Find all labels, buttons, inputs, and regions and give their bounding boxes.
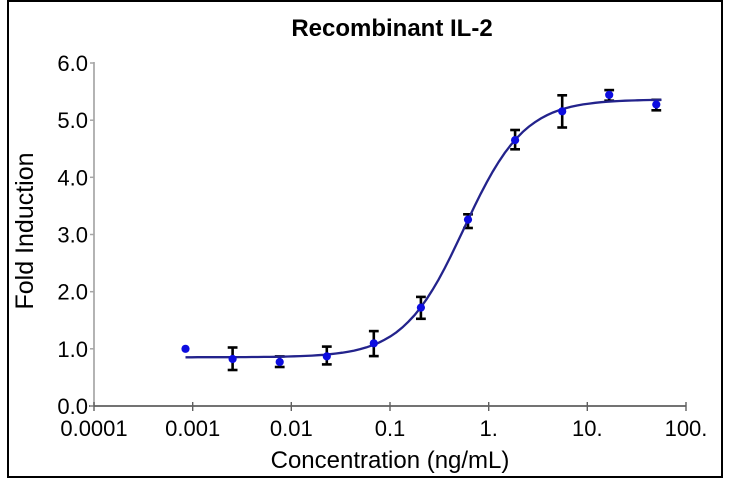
- svg-text:3.0: 3.0: [57, 223, 88, 248]
- svg-text:Fold Induction: Fold Induction: [11, 152, 39, 309]
- svg-text:2.0: 2.0: [57, 280, 88, 305]
- svg-text:0.01: 0.01: [270, 416, 313, 441]
- svg-text:0.0: 0.0: [57, 394, 88, 419]
- svg-text:5.0: 5.0: [57, 108, 88, 133]
- svg-text:6.0: 6.0: [57, 51, 88, 76]
- svg-text:1.: 1.: [480, 416, 498, 441]
- svg-text:Recombinant IL-2: Recombinant IL-2: [291, 15, 492, 42]
- svg-text:10.: 10.: [572, 416, 603, 441]
- svg-text:0.0001: 0.0001: [60, 416, 127, 441]
- svg-text:0.1: 0.1: [375, 416, 406, 441]
- svg-text:100.: 100.: [665, 416, 708, 441]
- svg-text:1.0: 1.0: [57, 337, 88, 362]
- svg-text:0.001: 0.001: [165, 416, 220, 441]
- svg-text:Concentration (ng/mL): Concentration (ng/mL): [271, 447, 510, 474]
- svg-text:4.0: 4.0: [57, 165, 88, 190]
